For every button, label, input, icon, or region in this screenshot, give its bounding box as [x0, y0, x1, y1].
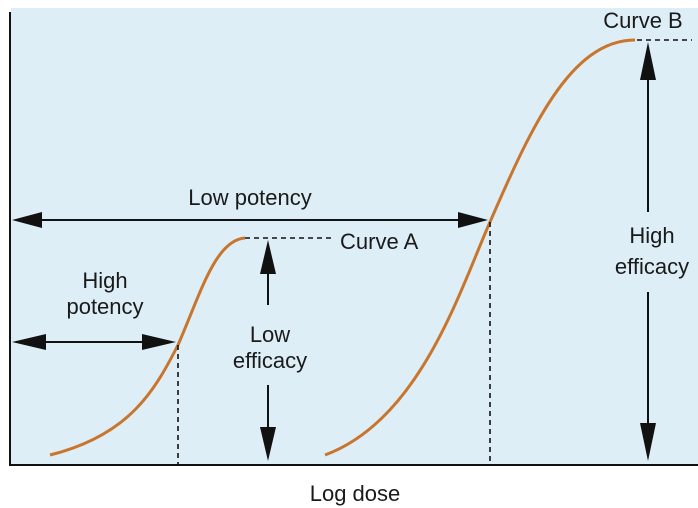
label: High	[629, 223, 674, 248]
label: Curve A	[340, 229, 419, 254]
label: efficacy	[615, 254, 689, 279]
label: efficacy	[233, 348, 307, 373]
high-efficacy-arrow	[640, 42, 656, 461]
label: Curve B	[603, 8, 682, 33]
high-potency-arrow	[12, 334, 176, 350]
label: Low	[250, 322, 290, 347]
label: Low potency	[188, 185, 312, 210]
label: potency	[66, 294, 143, 319]
axis-label: Log dose	[310, 481, 401, 506]
label: High	[82, 268, 127, 293]
plot-background	[11, 8, 698, 465]
low-potency-arrow	[12, 212, 488, 228]
low-efficacy-arrow	[260, 240, 276, 461]
